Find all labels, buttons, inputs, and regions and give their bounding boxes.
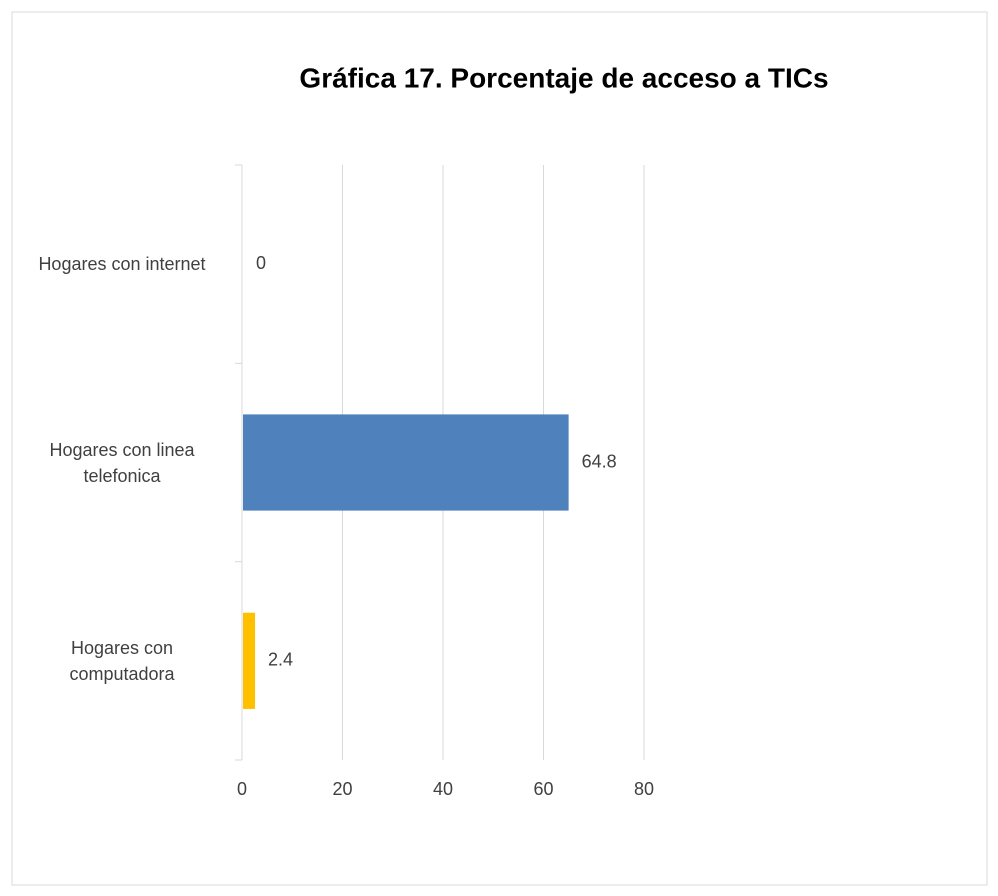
bar — [243, 612, 256, 709]
y-tick-label: Hogares con linea telefonica — [49, 439, 195, 486]
chart-title: Gráfica 17. Porcentaje de acceso a TICs — [299, 62, 828, 93]
x-tick-label: 40 — [433, 779, 453, 799]
x-tick-label: 0 — [237, 779, 247, 799]
x-tick-label: 60 — [533, 779, 553, 799]
data-label: 64.8 — [582, 451, 617, 471]
y-tick-label: Hogares con computadora — [69, 637, 175, 684]
y-tick-label: Hogares con internet — [38, 254, 206, 275]
x-tick-label: 80 — [634, 779, 654, 799]
x-tick-label: 20 — [332, 779, 352, 799]
data-label: 0 — [256, 253, 266, 273]
data-label: 2.4 — [268, 650, 293, 670]
bar — [243, 414, 569, 511]
